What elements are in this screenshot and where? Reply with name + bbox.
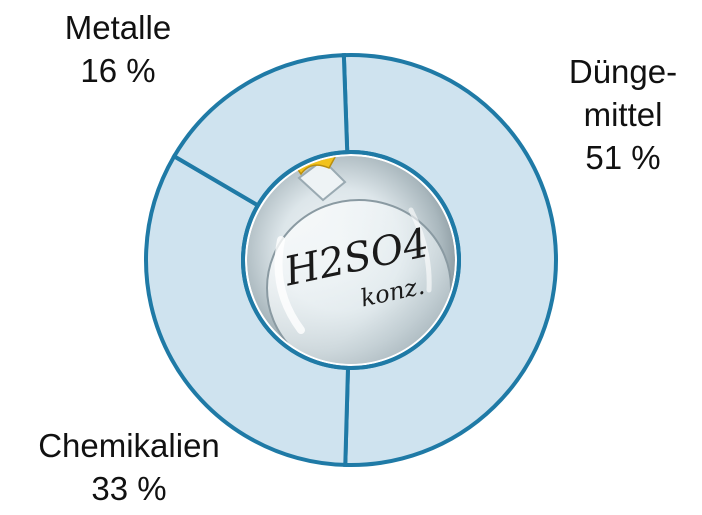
slice-label-chemikalien: Chemikalien 33 % [0, 424, 258, 510]
slice-label-chemikalien-name: Chemikalien [38, 427, 220, 464]
slice-label-duengemittel-name-line1: Dünge- [568, 53, 678, 90]
slice-label-duengemittel-name-line2: mittel [583, 96, 663, 133]
glass-highlight-right [408, 207, 432, 293]
slice-label-metalle: Metalle 16 % [48, 6, 188, 92]
center-border [241, 150, 461, 370]
bottle-neck [297, 158, 347, 202]
slice-label-duengemittel-percent: 51 % [585, 139, 661, 176]
slice-label-chemikalien-percent: 33 % [91, 470, 167, 507]
slices-group [144, 53, 558, 467]
bottle-body [266, 199, 452, 364]
slice-label-metalle-name: Metalle [64, 9, 172, 46]
slice-label-duengemittel: Dünge- mittel 51 % [548, 50, 698, 179]
slice-label-metalle-percent: 16 % [80, 52, 156, 89]
glass-highlight-left [274, 236, 305, 334]
